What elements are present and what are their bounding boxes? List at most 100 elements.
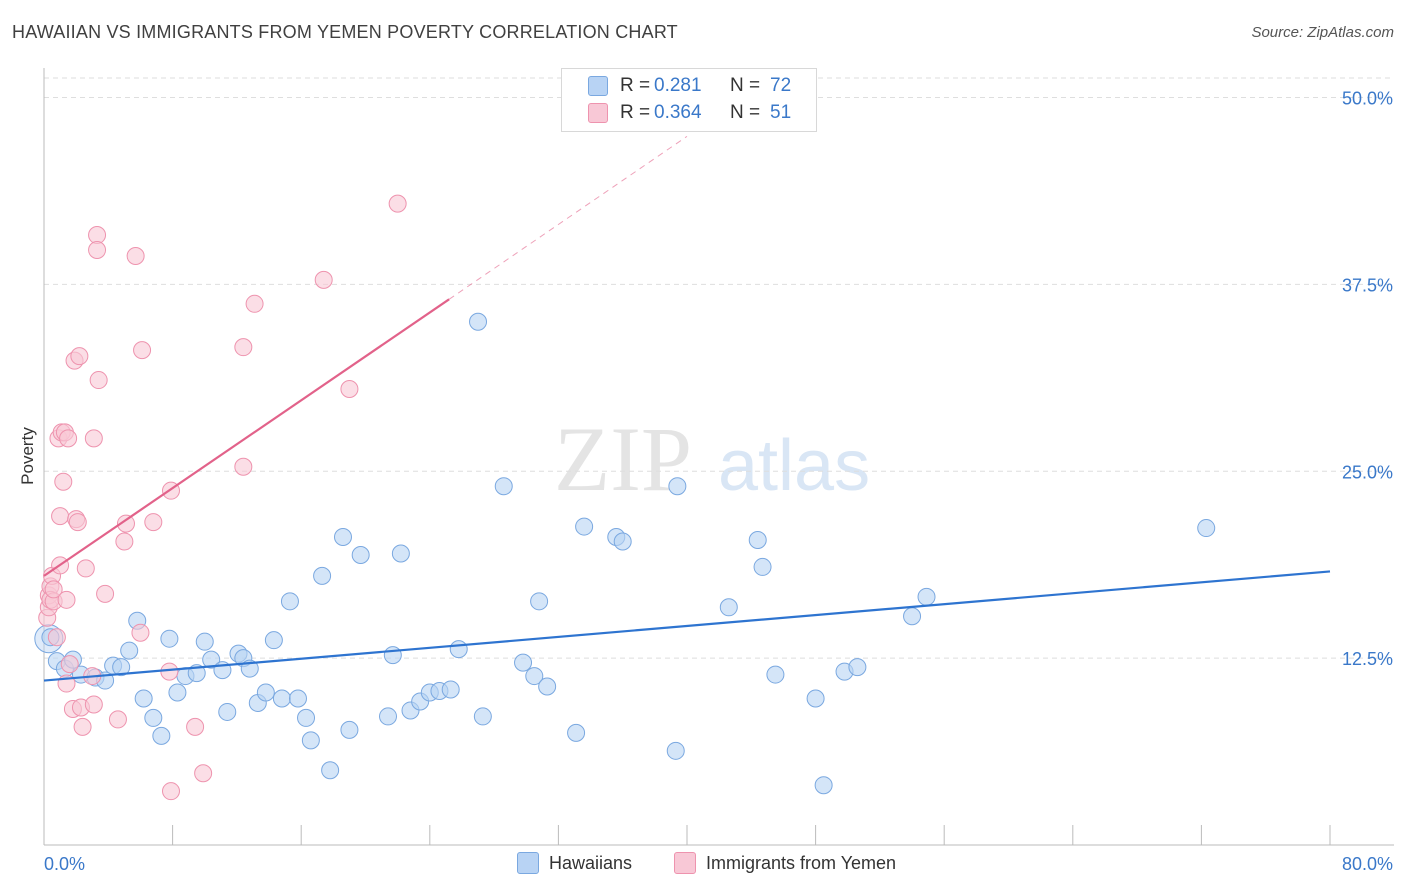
hawaiians-point: [525, 667, 544, 686]
hawaiians-point: [144, 708, 163, 727]
yemen-point: [57, 590, 76, 609]
yemen-point: [133, 341, 152, 360]
axes: [43, 68, 1394, 846]
hawaiians-point: [806, 689, 825, 708]
yemen-point: [54, 472, 73, 491]
yemen-point: [234, 457, 253, 476]
hawaiians-point: [160, 629, 179, 648]
hawaiians-swatch: [588, 76, 608, 96]
hawaiians-point: [264, 631, 283, 650]
hawaiians-point: [112, 658, 131, 677]
legend-item-hawaiians: Hawaiians: [517, 852, 632, 874]
n-value: 51: [770, 102, 792, 123]
yemen-legend-swatch: [674, 852, 696, 874]
hawaiians-point: [134, 689, 153, 708]
data-points: [34, 194, 1216, 801]
y-tick-label: 37.5%: [1342, 275, 1393, 295]
hawaiians-point: [297, 708, 316, 727]
hawaiians-point: [301, 731, 320, 750]
yemen-point: [144, 513, 163, 532]
hawaiians-point: [256, 683, 275, 702]
yemen-point: [115, 532, 134, 551]
yemen-point: [234, 338, 253, 357]
yemen-point: [388, 194, 407, 213]
hawaiians-point: [152, 726, 171, 745]
hawaiians-point: [814, 776, 833, 795]
hawaiians-point: [333, 528, 352, 547]
n-label: N =: [730, 75, 761, 96]
hawaiians-point: [613, 532, 632, 551]
hawaiians-point: [288, 689, 307, 708]
hawaiians-point: [469, 312, 488, 331]
yemen-point: [88, 226, 107, 245]
yemen-point: [84, 695, 103, 714]
hawaiians-point: [575, 517, 594, 536]
r-label: R =: [620, 75, 651, 96]
yemen-point: [51, 507, 70, 526]
yemen-trend-extension: [448, 135, 688, 300]
yemen-point: [76, 559, 95, 578]
yemen-point: [84, 429, 103, 448]
hawaiians-point: [195, 632, 214, 651]
yemen-point: [131, 623, 150, 642]
hawaiians-point: [748, 531, 767, 550]
y-tick-label: 50.0%: [1342, 89, 1393, 109]
hawaiians-point: [321, 761, 340, 780]
hawaiians-point: [391, 544, 410, 563]
hawaiians-point: [218, 702, 237, 721]
hawaiians-point: [848, 658, 867, 677]
hawaiians-point: [917, 587, 936, 606]
yemen-point: [60, 655, 79, 674]
yemen-point: [126, 246, 145, 265]
yemen-point: [96, 584, 115, 603]
yemen-point: [59, 429, 78, 448]
hawaiians-point: [514, 653, 533, 672]
hawaiians-point: [379, 707, 398, 726]
correlation-legend: R = 0.281 N = 72 R = 0.364 N = 51: [561, 68, 817, 132]
yemen-point: [73, 717, 92, 736]
y-tick-label: 25.0%: [1342, 462, 1393, 482]
hawaiians-point: [449, 640, 468, 659]
n-label: N =: [730, 102, 761, 123]
y-tick-label: 12.5%: [1342, 649, 1393, 669]
hawaiians-point: [441, 680, 460, 699]
yemen-point: [88, 240, 107, 259]
hawaiians-point: [753, 557, 772, 576]
hawaiians-point: [719, 598, 738, 617]
hawaiians-point: [567, 723, 586, 742]
hawaiians-point: [538, 677, 557, 696]
legend-row-hawaiians: R = 0.281 N = 72: [562, 73, 816, 99]
hawaiians-point: [473, 707, 492, 726]
yemen-point: [194, 764, 213, 783]
hawaiians-point: [903, 607, 922, 626]
watermark: ZIP atlas: [554, 408, 870, 510]
hawaiians-trend-line: [43, 570, 1331, 682]
yemen-point: [68, 513, 87, 532]
r-value: 0.364: [654, 102, 702, 123]
hawaiians-point: [168, 683, 187, 702]
yemen-trend-line: [43, 298, 450, 577]
legend-label-yemen: Immigrants from Yemen: [706, 852, 897, 873]
source-label: Source: ZipAtlas.com: [1251, 24, 1394, 41]
hawaiians-point: [272, 689, 291, 708]
hawaiians-point: [668, 477, 687, 496]
yemen-point: [44, 580, 63, 599]
yemen-point: [47, 628, 66, 647]
legend-item-yemen: Immigrants from Yemen: [674, 852, 896, 874]
yemen-point: [245, 294, 264, 313]
chart-title: HAWAIIAN VS IMMIGRANTS FROM YEMEN POVERT…: [12, 22, 678, 42]
r-value: 0.281: [654, 75, 702, 96]
hawaiians-point: [383, 646, 402, 665]
legend-row-yemen: R = 0.364 N = 51: [562, 100, 816, 126]
hawaiians-point: [351, 545, 370, 564]
hawaiians-point: [280, 592, 299, 611]
grid-lines: [44, 77, 1394, 659]
watermark-atlas: atlas: [718, 426, 870, 506]
yemen-point: [186, 717, 205, 736]
yemen-point: [89, 371, 108, 390]
hawaiians-point: [766, 665, 785, 684]
hawaiians-point: [120, 641, 139, 660]
hawaiians-point: [1197, 519, 1216, 538]
yemen-point: [70, 347, 89, 366]
